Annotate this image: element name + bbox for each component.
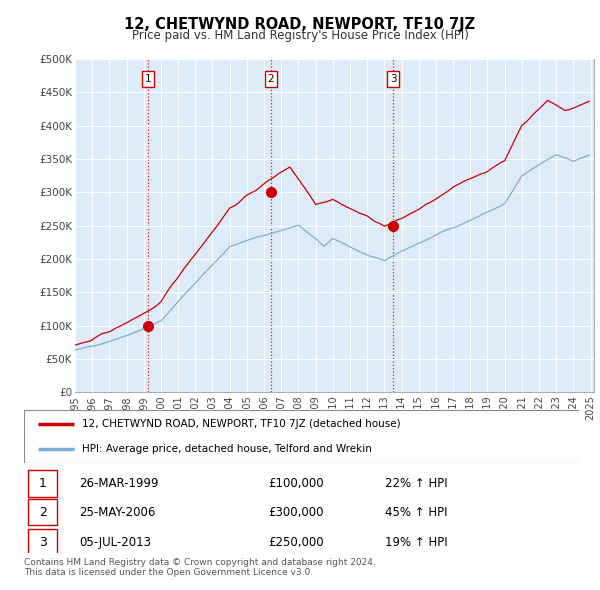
Text: 45% ↑ HPI: 45% ↑ HPI — [385, 506, 447, 519]
FancyBboxPatch shape — [28, 499, 58, 526]
Text: £100,000: £100,000 — [268, 477, 324, 490]
Text: 3: 3 — [390, 74, 397, 84]
Text: 25-MAY-2006: 25-MAY-2006 — [79, 506, 156, 519]
Text: 22% ↑ HPI: 22% ↑ HPI — [385, 477, 448, 490]
FancyBboxPatch shape — [28, 529, 58, 555]
Text: 12, CHETWYND ROAD, NEWPORT, TF10 7JZ (detached house): 12, CHETWYND ROAD, NEWPORT, TF10 7JZ (de… — [82, 419, 401, 430]
Text: 2: 2 — [39, 506, 47, 519]
Text: 19% ↑ HPI: 19% ↑ HPI — [385, 536, 448, 549]
Text: £250,000: £250,000 — [268, 536, 324, 549]
Text: 3: 3 — [39, 536, 47, 549]
Text: 26-MAR-1999: 26-MAR-1999 — [79, 477, 159, 490]
Text: 05-JUL-2013: 05-JUL-2013 — [79, 536, 151, 549]
Text: £300,000: £300,000 — [268, 506, 324, 519]
Text: Price paid vs. HM Land Registry's House Price Index (HPI): Price paid vs. HM Land Registry's House … — [131, 30, 469, 42]
Text: 12, CHETWYND ROAD, NEWPORT, TF10 7JZ: 12, CHETWYND ROAD, NEWPORT, TF10 7JZ — [124, 17, 476, 31]
Text: Contains HM Land Registry data © Crown copyright and database right 2024.
This d: Contains HM Land Registry data © Crown c… — [24, 558, 376, 577]
Text: 1: 1 — [145, 74, 151, 84]
FancyBboxPatch shape — [24, 410, 579, 463]
Text: 1: 1 — [39, 477, 47, 490]
Text: HPI: Average price, detached house, Telford and Wrekin: HPI: Average price, detached house, Telf… — [82, 444, 372, 454]
FancyBboxPatch shape — [28, 470, 58, 497]
Text: 2: 2 — [268, 74, 274, 84]
